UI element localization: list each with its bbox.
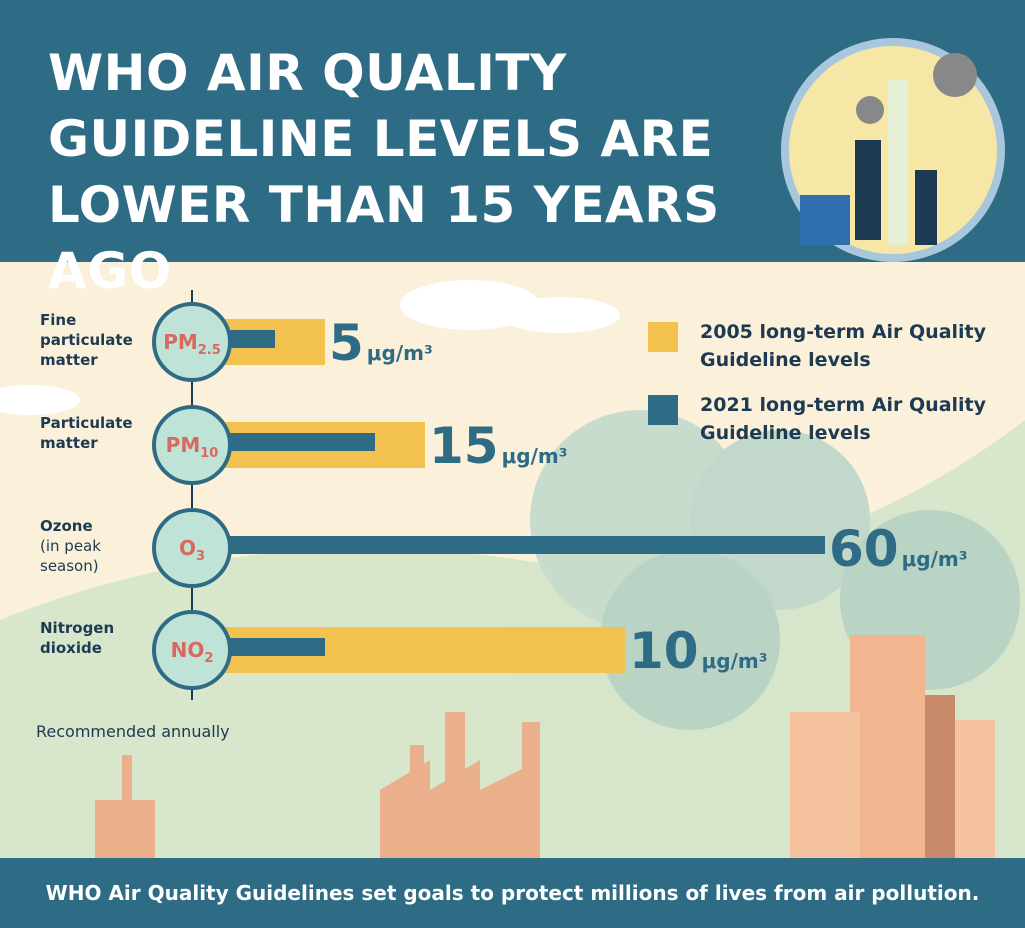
legend-label: 2005 long-term Air Quality Guideline lev… <box>700 318 1010 374</box>
legend-label: 2021 long-term Air Quality Guideline lev… <box>700 391 1010 447</box>
symbol-sub: 3 <box>196 549 205 564</box>
title: WHO AIR QUALITY GUIDELINE LEVELS ARE LOW… <box>48 40 808 304</box>
bar <box>225 330 275 348</box>
category-name: Fine particulate matter <box>40 310 140 370</box>
symbol-sub: 2 <box>204 651 213 666</box>
category-name: Nitrogen dioxide <box>40 618 140 658</box>
value-number: 10 <box>629 622 699 680</box>
legend-swatch <box>648 395 678 425</box>
symbol-sub: 10 <box>200 446 218 461</box>
infographic: 5μg/m³PM2.515μg/m³PM1060μg/m³O310μg/m³NO… <box>0 0 1025 928</box>
value-unit: μg/m³ <box>702 649 768 673</box>
note: Recommended annually <box>36 722 230 741</box>
category-label: Ozone(in peak season) <box>40 516 140 576</box>
bar <box>225 536 825 554</box>
category-label: Particulate matter <box>40 413 140 453</box>
value-number: 15 <box>429 417 499 475</box>
value-number: 60 <box>829 520 899 578</box>
value-unit: μg/m³ <box>502 444 568 468</box>
category-note: (in peak season) <box>40 536 140 576</box>
category-label: Nitrogen dioxide <box>40 618 140 658</box>
symbol-sub: 2.5 <box>198 343 221 358</box>
category-name: Particulate matter <box>40 413 140 453</box>
footer: WHO Air Quality Guidelines set goals to … <box>0 858 1025 928</box>
value-unit: μg/m³ <box>367 341 433 365</box>
symbol-main: NO <box>171 638 205 662</box>
category-name: Ozone <box>40 516 140 536</box>
value-number: 5 <box>329 314 364 372</box>
legend-swatch <box>648 322 678 352</box>
value-unit: μg/m³ <box>902 547 968 571</box>
category-label: Fine particulate matter <box>40 310 140 370</box>
header-illustration <box>785 42 1001 258</box>
symbol-main: PM <box>166 433 201 457</box>
bar <box>225 638 325 656</box>
symbol-main: PM <box>163 330 198 354</box>
symbol-main: O <box>179 536 196 560</box>
bar <box>225 433 375 451</box>
